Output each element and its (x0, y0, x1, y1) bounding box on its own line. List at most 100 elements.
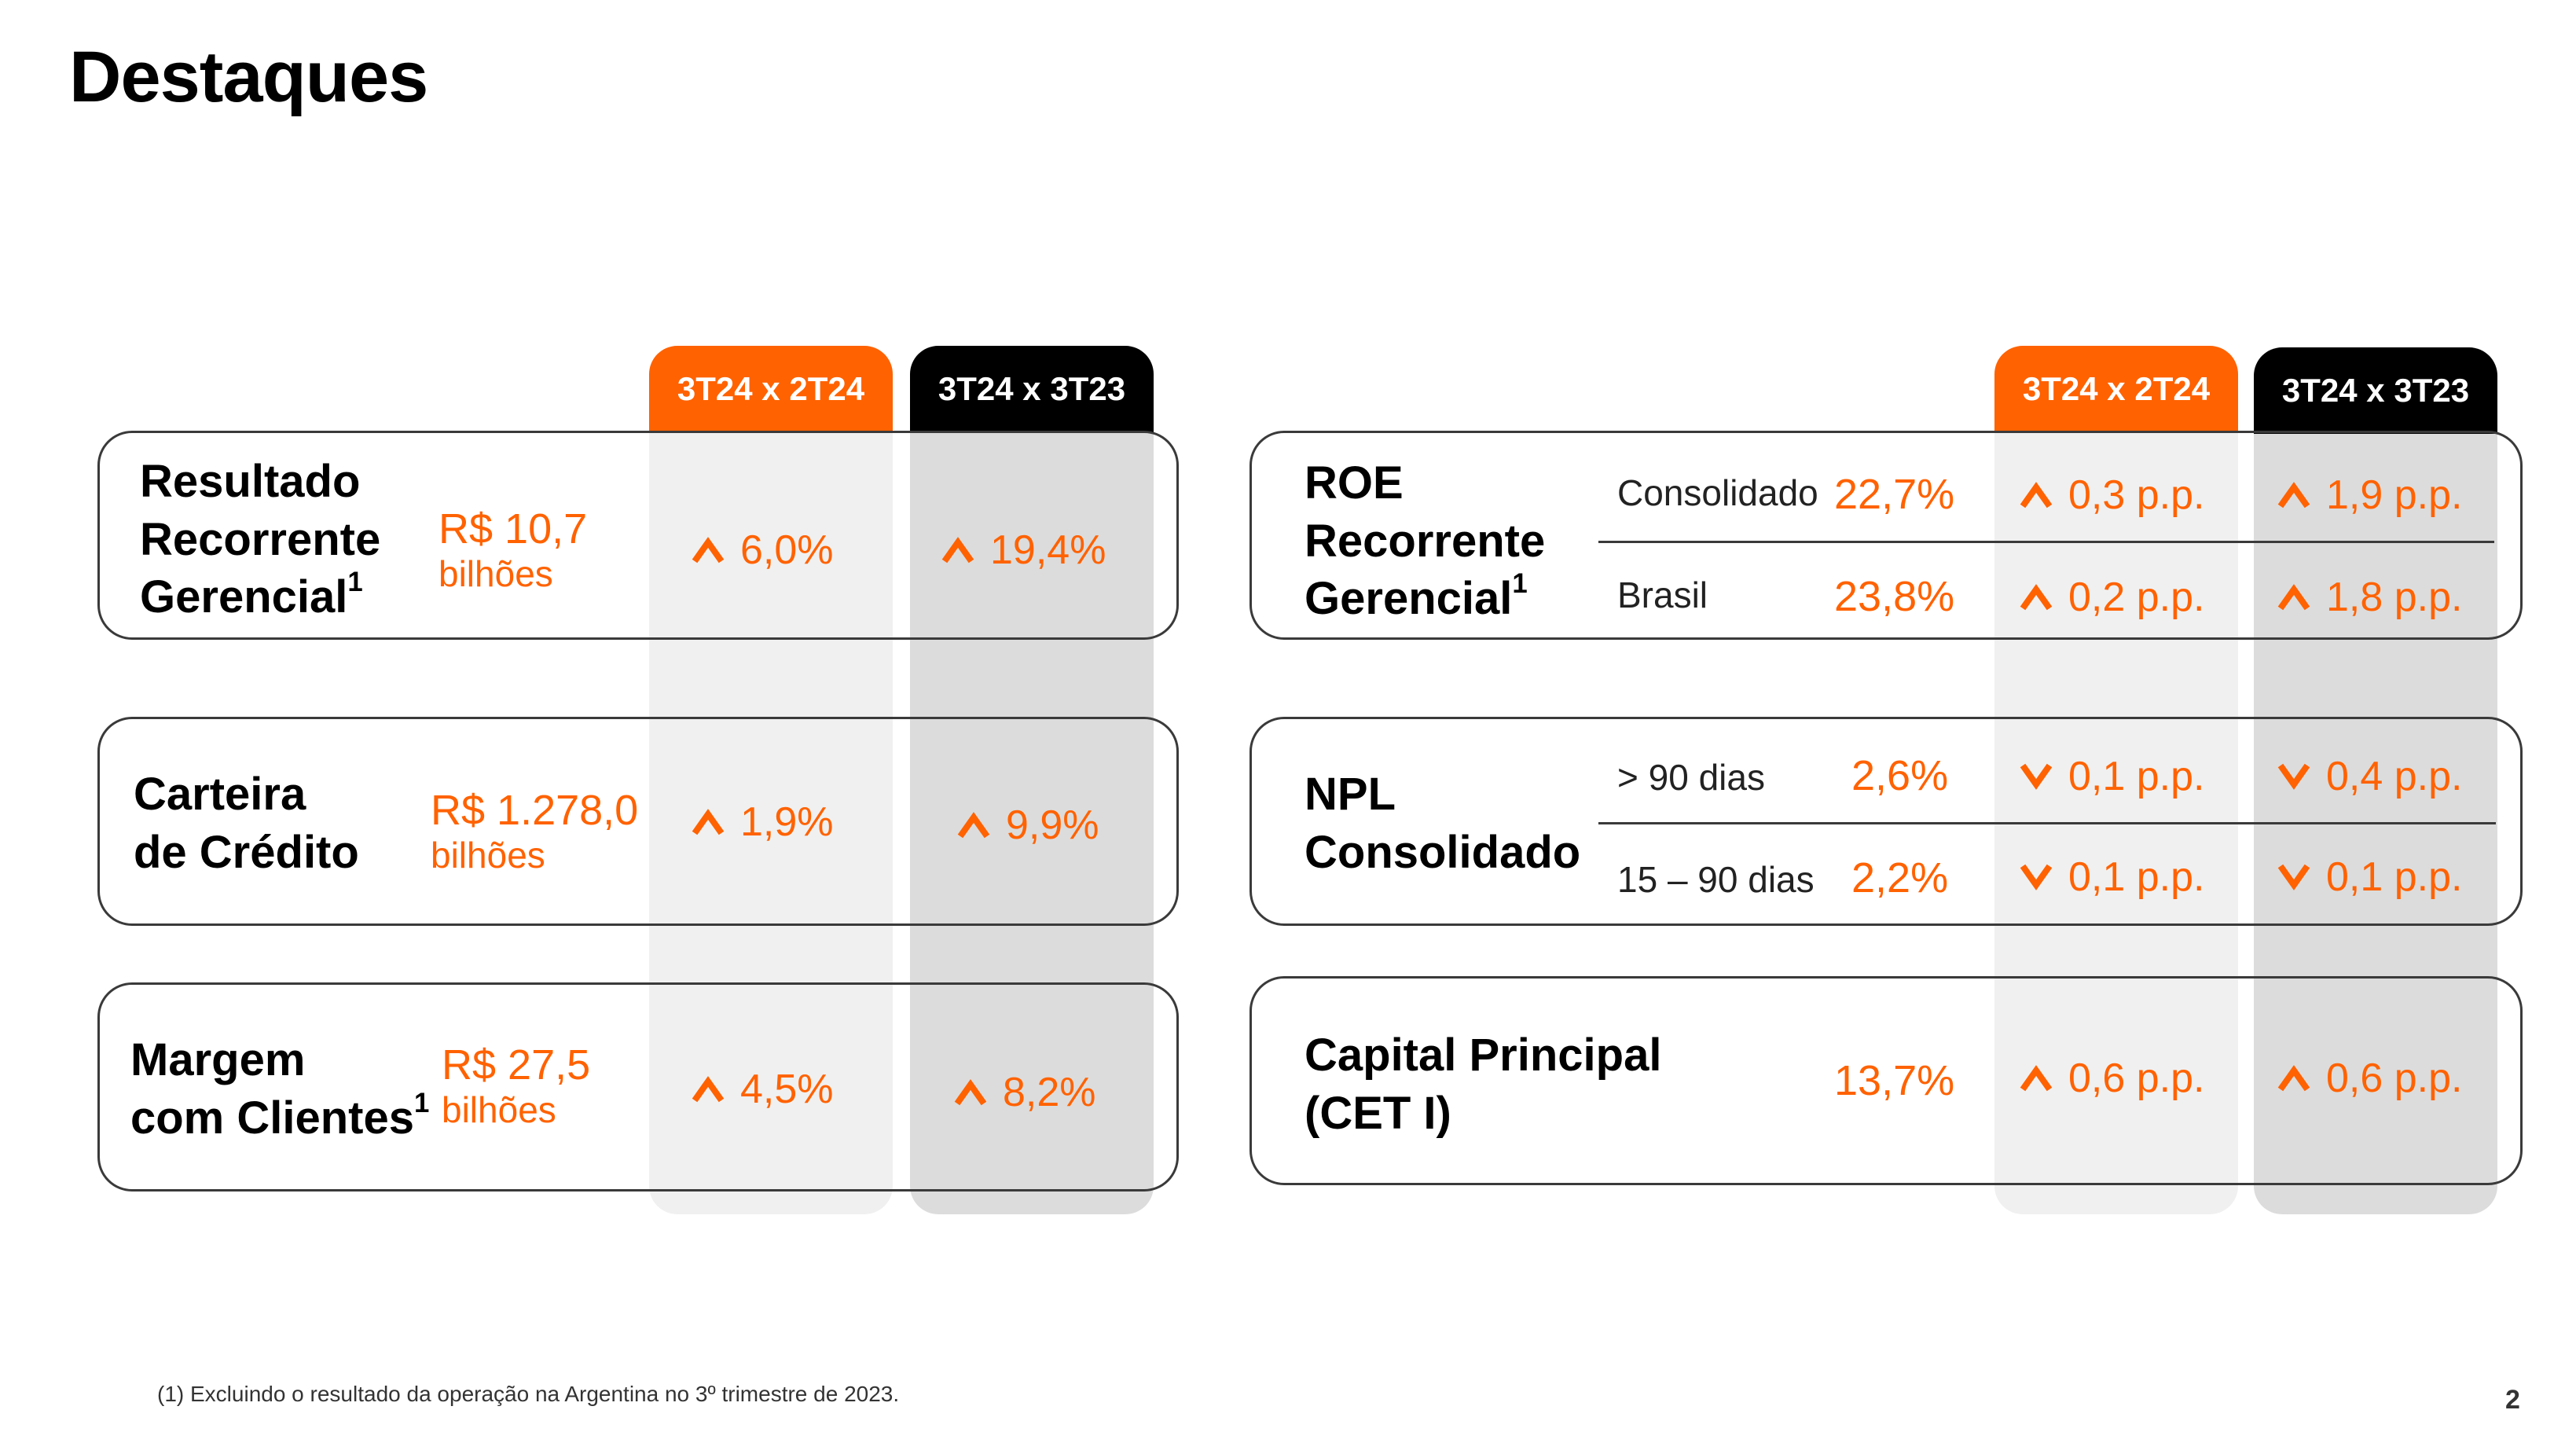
roe-row-brasil-qoq: 0,2 p.p. (2020, 574, 2204, 621)
carteira-value: R$ 1.278,0 (431, 787, 639, 834)
resultado-label-line3: Gerencial1 (140, 567, 380, 626)
arrow-up-icon (2277, 482, 2310, 509)
roe-label-line1: ROE (1305, 457, 1404, 509)
roe-row-consolidado-yoy-value: 1,9 p.p. (2326, 472, 2463, 518)
arrow-down-icon (2020, 763, 2053, 790)
cet-value: 13,7% (1834, 1057, 1955, 1104)
roe-row-brasil-value: 23,8% (1834, 573, 1955, 620)
right-header-qoq: 3T24 x 2T24 (1994, 346, 2238, 432)
resultado-label-line3-text: Gerencial (140, 571, 348, 623)
left-header-yoy: 3T24 x 3T23 (910, 346, 1154, 432)
resultado-yoy-value: 19,4% (990, 527, 1106, 573)
npl-row-90-qoq-value: 0,1 p.p. (2068, 754, 2205, 799)
roe-label: ROE Recorrente Gerencial1 (1305, 454, 1545, 628)
carteira-yoy: 9,9% (957, 802, 1099, 849)
arrow-up-icon (2020, 482, 2053, 509)
arrow-up-icon (692, 809, 725, 835)
margem-qoq: 4,5% (692, 1066, 834, 1113)
arrow-up-icon (692, 537, 725, 564)
margem-value: R$ 27,5 (442, 1041, 591, 1089)
npl-row-90-yoy-value: 0,4 p.p. (2326, 754, 2463, 799)
npl-label: NPL Consolidado (1305, 766, 1580, 881)
roe-row-brasil-yoy: 1,8 p.p. (2277, 574, 2462, 621)
roe-row-brasil-yoy-value: 1,8 p.p. (2326, 575, 2463, 620)
right-header-yoy: 3T24 x 3T23 (2254, 347, 2497, 434)
left-yoy-column-band (910, 432, 1154, 1214)
npl-row-90-value: 2,6% (1851, 752, 1949, 799)
roe-row-brasil-qoq-value: 0,2 p.p. (2068, 575, 2205, 620)
roe-row-consolidado-qoq-value: 0,3 p.p. (2068, 472, 2205, 518)
cet-qoq: 0,6 p.p. (2020, 1055, 2204, 1102)
card-margem-clientes (97, 982, 1179, 1191)
roe-row-consolidado-value: 22,7% (1834, 471, 1955, 518)
npl-row-15-90-qoq: 0,1 p.p. (2020, 854, 2204, 901)
roe-row-brasil-name: Brasil (1617, 575, 1708, 615)
resultado-label-line1: Resultado (140, 456, 361, 507)
carteira-label: Carteira de Crédito (134, 766, 359, 881)
npl-row-15-90-qoq-value: 0,1 p.p. (2068, 854, 2205, 900)
arrow-down-icon (2277, 763, 2310, 790)
margem-label-line2: com Clientes1 (130, 1087, 430, 1147)
arrow-down-icon (2277, 864, 2310, 890)
roe-row-consolidado-yoy: 1,9 p.p. (2277, 472, 2462, 519)
roe-label-line2: Recorrente (1305, 515, 1546, 567)
npl-row-15-90-name: 15 – 90 dias (1617, 859, 1815, 900)
margem-yoy-value: 8,2% (1003, 1070, 1096, 1115)
npl-row-90-qoq: 0,1 p.p. (2020, 753, 2204, 800)
npl-row-divider (1598, 822, 2496, 824)
card-carteira-credito (97, 717, 1179, 926)
arrow-up-icon (954, 1079, 987, 1106)
margem-yoy: 8,2% (954, 1069, 1096, 1116)
npl-row-15-90-yoy-value: 0,1 p.p. (2326, 854, 2463, 900)
card-roe (1249, 431, 2523, 640)
left-header-qoq: 3T24 x 2T24 (649, 346, 893, 432)
npl-row-15-90-yoy: 0,1 p.p. (2277, 854, 2462, 901)
roe-row-divider (1598, 541, 2494, 543)
cet-qoq-value: 0,6 p.p. (2068, 1056, 2205, 1101)
resultado-unit: bilhões (439, 553, 553, 595)
roe-row-consolidado-name: Consolidado (1617, 472, 1818, 513)
carteira-label-line2: de Crédito (134, 826, 359, 878)
cet-label-line1: Capital Principal (1305, 1030, 1662, 1081)
cet-label-line2: (CET I) (1305, 1087, 1451, 1139)
arrow-up-icon (2277, 584, 2310, 611)
resultado-value: R$ 10,7 (439, 505, 588, 553)
roe-label-line3-text: Gerencial (1305, 573, 1513, 625)
arrow-up-icon (2277, 1065, 2310, 1092)
resultado-label-line2: Recorrente (140, 513, 381, 565)
carteira-qoq-value: 1,9% (740, 799, 834, 845)
footnote-marker: 1 (414, 1087, 430, 1118)
card-capital-principal (1249, 976, 2523, 1185)
margem-value-block: R$ 27,5 bilhões (442, 1041, 591, 1133)
margem-label-line1: Margem (130, 1034, 306, 1085)
resultado-qoq: 6,0% (692, 527, 834, 574)
page-number: 2 (2505, 1385, 2520, 1415)
arrow-up-icon (692, 1076, 725, 1103)
left-qoq-column-band (649, 432, 893, 1214)
carteira-qoq: 1,9% (692, 799, 834, 846)
cet-yoy: 0,6 p.p. (2277, 1055, 2462, 1102)
arrow-up-icon (2020, 1065, 2053, 1092)
npl-row-15-90-value: 2,2% (1851, 854, 1949, 901)
arrow-up-icon (2020, 584, 2053, 611)
npl-row-90-yoy: 0,4 p.p. (2277, 753, 2462, 800)
roe-row-consolidado-qoq: 0,3 p.p. (2020, 472, 2204, 519)
footnote-marker: 1 (1512, 568, 1528, 600)
cet-label: Capital Principal (CET I) (1305, 1026, 1661, 1142)
resultado-yoy: 19,4% (941, 527, 1106, 574)
margem-unit: bilhões (442, 1089, 556, 1131)
margem-qoq-value: 4,5% (740, 1067, 834, 1112)
carteira-unit: bilhões (431, 835, 545, 876)
roe-label-line3: Gerencial1 (1305, 568, 1545, 628)
card-resultado-recorrente (97, 431, 1179, 640)
carteira-label-line1: Carteira (134, 769, 306, 820)
npl-row-90-name: > 90 dias (1617, 757, 1765, 798)
npl-label-line2: Consolidado (1305, 826, 1581, 878)
carteira-value-block: R$ 1.278,0 bilhões (431, 787, 639, 878)
resultado-qoq-value: 6,0% (740, 527, 834, 573)
margem-label: Margem com Clientes1 (130, 1031, 429, 1147)
page-title: Destaques (69, 37, 428, 117)
arrow-down-icon (2020, 864, 2053, 890)
resultado-value-block: R$ 10,7 bilhões (439, 505, 588, 597)
npl-label-line1: NPL (1305, 769, 1396, 820)
